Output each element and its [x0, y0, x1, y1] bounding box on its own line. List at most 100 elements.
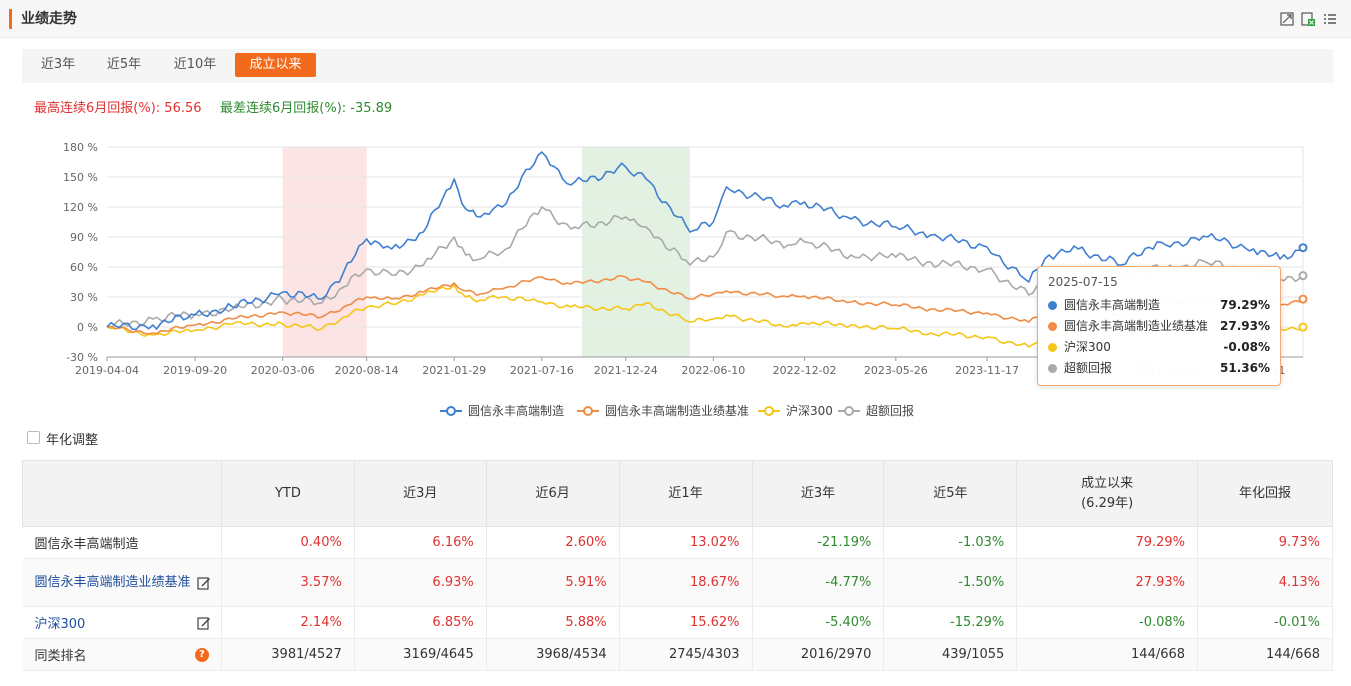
- col-header-since-inception: 成立以来 (6.29年): [1016, 460, 1199, 527]
- tooltip-dot-icon: [1048, 343, 1057, 352]
- hs300-line-end-point: [1298, 322, 1308, 332]
- edit-icon[interactable]: [197, 576, 211, 590]
- tab-3y[interactable]: 近3年: [40, 57, 76, 72]
- row-name[interactable]: 沪深300: [34, 617, 86, 632]
- tooltip-row-name: 沪深300: [1064, 340, 1111, 354]
- fund-line: [106, 151, 1304, 331]
- table-row: 圆信永丰高端制造 0.40% 6.16% 2.60% 13.02% -21.19% -1.0…: [22, 526, 1333, 559]
- col-header-6m: 近6月: [485, 460, 620, 527]
- tooltip-dot-icon: [1048, 301, 1057, 310]
- table-cell: -1.03%: [883, 526, 1018, 559]
- row-name-cell[interactable]: 沪深300: [22, 606, 222, 639]
- tab-5y[interactable]: 近5年: [106, 57, 142, 72]
- x-tick-label: 2020-08-14: [335, 364, 399, 377]
- table-cell: 2.60%: [486, 526, 620, 559]
- table-row: 同类排名? 3981/4527 3169/4645 3968/4534 2745/430…: [22, 638, 1333, 671]
- table-cell: -4.77%: [752, 558, 885, 607]
- col-header-3y: 近3年: [751, 460, 885, 527]
- table-cell: -21.19%: [752, 526, 885, 559]
- performance-table: YTD 近3月 近6月 近1年 近3年 近5年 成立以来 (6.29年) 年化回…: [22, 460, 1333, 671]
- tooltip-row-value: 79.29%: [1220, 298, 1270, 312]
- legend-line-icon: [838, 406, 860, 416]
- tooltip-row-value: 27.93%: [1220, 319, 1270, 333]
- tooltip-row-benchmark: 圆信永丰高端制造业绩基准 27.93%: [1048, 316, 1270, 337]
- table-cell: 9.73%: [1197, 526, 1333, 559]
- table-cell: 6.93%: [354, 558, 487, 607]
- table-cell: 144/668: [1016, 638, 1199, 671]
- best-6m-return: 最高连续6月回报(%): 56.56: [34, 97, 202, 116]
- benchmark-line-end-point: [1298, 294, 1308, 304]
- tab-10y[interactable]: 近10年: [173, 57, 217, 72]
- menu-list-icon[interactable]: [1323, 12, 1337, 26]
- table-cell: 3981/4527: [221, 638, 355, 671]
- row-name-cell: 同类排名?: [22, 638, 222, 671]
- annualize-checkbox[interactable]: [27, 431, 40, 444]
- legend-line-icon: [440, 406, 462, 416]
- y-tick-label: -30 %: [66, 351, 98, 364]
- legend-label: 沪深300: [786, 404, 833, 418]
- edit-icon[interactable]: [197, 616, 211, 630]
- x-tick-label: 2021-01-29: [422, 364, 486, 377]
- table-cell: 144/668: [1197, 638, 1333, 671]
- legend-label: 超额回报: [866, 404, 915, 418]
- panel-header: 业绩走势: [0, 0, 1351, 38]
- table-cell: 4.13%: [1197, 558, 1333, 607]
- table-cell: 3169/4645: [354, 638, 487, 671]
- tooltip-dot-icon: [1048, 322, 1057, 331]
- excess-line-end-point: [1298, 271, 1308, 281]
- table-cell: 79.29%: [1016, 526, 1199, 559]
- row-name[interactable]: 圆信永丰高端制造业绩基准: [34, 574, 191, 590]
- y-tick-label: 120 %: [63, 201, 98, 214]
- tooltip-row-value: 51.36%: [1220, 361, 1270, 375]
- panel-title: 业绩走势: [9, 9, 77, 29]
- tooltip-row-name: 圆信永丰高端制造: [1064, 298, 1161, 312]
- table-cell: -1.50%: [883, 558, 1018, 607]
- row-name-cell[interactable]: 圆信永丰高端制造业绩基准: [22, 558, 222, 607]
- worst-6m-return: 最差连续6月回报(%): -35.89: [220, 97, 392, 116]
- table-cell: 5.88%: [486, 606, 620, 639]
- col-header-annualized: 年化回报: [1197, 460, 1333, 527]
- table-cell: 2.14%: [221, 606, 355, 639]
- export-excel-icon[interactable]: [1301, 12, 1315, 26]
- table-cell: 15.62%: [619, 606, 753, 639]
- table-cell: 13.02%: [619, 526, 753, 559]
- legend-line-icon: [577, 406, 599, 416]
- zoom-reset-icon[interactable]: [1280, 12, 1294, 26]
- x-tick-label: 2020-03-06: [251, 364, 315, 377]
- highlight-band-worst: [581, 147, 690, 357]
- tooltip-row-name: 圆信永丰高端制造业绩基准: [1064, 319, 1209, 333]
- row-name-cell: 圆信永丰高端制造: [22, 526, 222, 559]
- x-tick-label: 2023-11-17: [955, 364, 1019, 377]
- worst-6m-value: -35.89: [350, 101, 393, 116]
- best-6m-label: 最高连续6月回报(%):: [34, 101, 161, 116]
- x-tick-label: 2019-04-04: [75, 364, 139, 377]
- table-header-row: YTD 近3月 近6月 近1年 近3年 近5年 成立以来 (6.29年) 年化回…: [22, 460, 1333, 527]
- col-header-since-inception-label: 成立以来: [1081, 475, 1134, 491]
- table-cell: -15.29%: [883, 606, 1018, 639]
- tooltip-row-name: 超额回报: [1064, 361, 1113, 375]
- tooltip-row-value: -0.08%: [1223, 340, 1270, 354]
- table-cell: 27.93%: [1016, 558, 1199, 607]
- col-header-3m: 近3月: [353, 460, 487, 527]
- y-tick-label: 90 %: [70, 231, 98, 244]
- tooltip-date: 2025-07-15: [1048, 275, 1118, 289]
- table-cell: 2016/2970: [752, 638, 885, 671]
- fund-line-end-point: [1298, 243, 1308, 253]
- y-tick-label: 60 %: [70, 261, 98, 274]
- help-icon[interactable]: ?: [194, 647, 209, 662]
- table-cell: 18.67%: [619, 558, 753, 607]
- legend-label: 圆信永丰高端制造: [468, 404, 565, 418]
- legend-label: 圆信永丰高端制造业绩基准: [605, 404, 750, 418]
- table-cell: -0.08%: [1016, 606, 1199, 639]
- y-tick-label: 30 %: [70, 291, 98, 304]
- x-tick-label: 2019-09-20: [163, 364, 227, 377]
- tab-since-inception[interactable]: 成立以来: [235, 53, 316, 77]
- table-cell: 3968/4534: [486, 638, 620, 671]
- table-cell: 6.85%: [354, 606, 487, 639]
- x-tick-label: 2022-06-10: [681, 364, 745, 377]
- table-row: 沪深300 2.14% 6.85% 5.88% 15.62% -5.40% -15.29% -…: [22, 606, 1333, 639]
- y-tick-label: 180 %: [63, 141, 98, 154]
- col-header-1y: 近1年: [618, 460, 753, 527]
- range-tabs: 近3年 近5年 近10年 成立以来: [22, 49, 1333, 83]
- legend-line-icon: [758, 406, 780, 416]
